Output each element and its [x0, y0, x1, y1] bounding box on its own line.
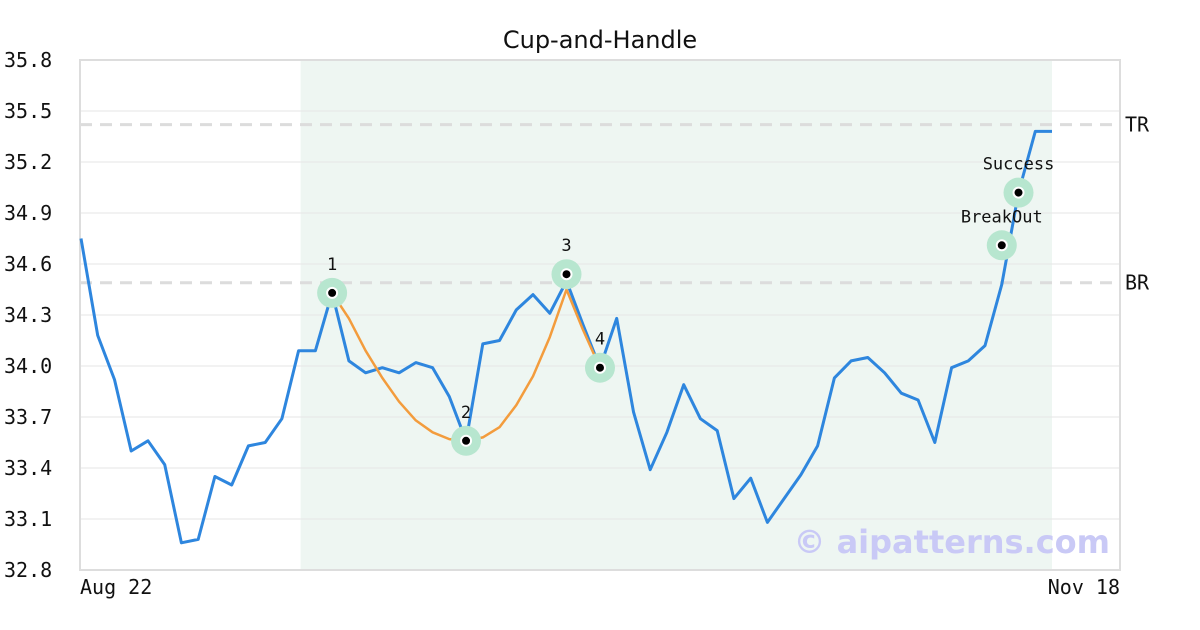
point-dot [593, 361, 606, 374]
y-tick-label: 35.2 [4, 150, 52, 174]
point-label: 3 [561, 236, 571, 256]
y-tick-label: 35.5 [4, 99, 52, 123]
y-axis: 32.8 33.1 33.4 33.7 34.0 34.3 34.6 34.9 35.2 35.5… [4, 48, 52, 582]
levels: TR BR [80, 113, 1150, 295]
y-tick-label: 32.8 [4, 558, 52, 582]
point-label: BreakOut [961, 207, 1043, 227]
point-dot [326, 286, 339, 299]
point-dot [460, 434, 473, 447]
point-label: 2 [461, 403, 471, 423]
x-end-label: Nov 18 [1048, 575, 1120, 599]
y-tick-label: 33.1 [4, 507, 52, 531]
point-label: 1 [327, 255, 337, 275]
watermark: © aipatterns.com [793, 523, 1110, 561]
x-start-label: Aug 22 [80, 575, 152, 599]
level-label: TR [1125, 113, 1150, 137]
y-tick-label: 34.6 [4, 252, 52, 276]
y-tick-label: 34.3 [4, 303, 52, 327]
grid [80, 110, 1120, 520]
level-label: BR [1125, 271, 1150, 295]
pattern-points: 1 2 3 4 BreakOut Success [317, 155, 1054, 456]
plot-frame [79, 59, 1121, 571]
point-label: 4 [595, 330, 605, 350]
chart-title: Cup-and-Handle [503, 26, 697, 54]
point-dot [995, 239, 1008, 252]
point-dot [1012, 186, 1025, 199]
y-tick-label: 35.8 [4, 48, 52, 72]
y-tick-label: 33.4 [4, 456, 52, 480]
y-tick-label: 34.9 [4, 201, 52, 225]
y-tick-label: 33.7 [4, 405, 52, 429]
y-tick-label: 34.0 [4, 354, 52, 378]
point-label: Success [983, 155, 1055, 175]
point-dot [560, 268, 573, 281]
